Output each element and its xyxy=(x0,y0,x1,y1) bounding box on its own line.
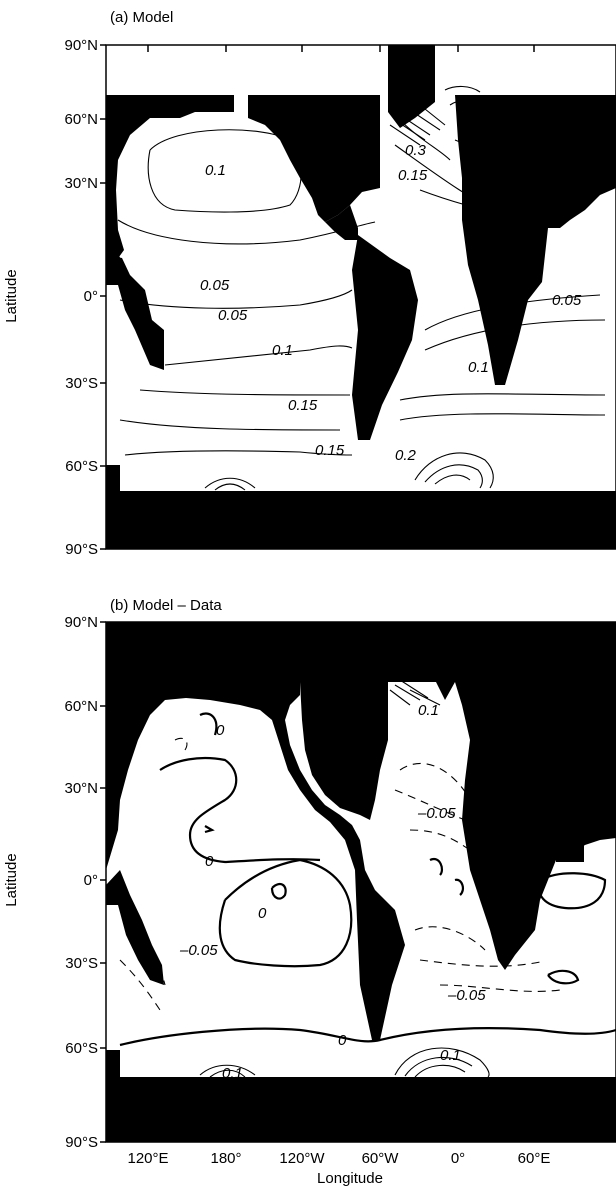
frame-a xyxy=(105,44,616,550)
contour-label: 0 xyxy=(216,722,225,739)
contour-labels-b: 0 0.1 –0.05 0 0 –0.05 –0.05 0 0.1 0.1 xyxy=(179,702,486,1082)
y-tick: 60°N xyxy=(64,111,98,128)
land-mask-a xyxy=(106,45,616,549)
y-tick: 30°S xyxy=(65,955,98,972)
x-tick: 120°W xyxy=(279,1150,325,1167)
y-ticks-b: 90°N 60°N 30°N 0° 30°S 60°S 90°S xyxy=(64,614,98,1151)
land-mask-b xyxy=(106,622,616,1142)
y-tick: 30°N xyxy=(64,175,98,192)
y-axis-label-b: Latitude xyxy=(3,853,20,906)
x-ticks: 120°E 180° 120°W 60°W 0° 60°E xyxy=(127,1150,550,1167)
contour-label: 0.1 xyxy=(205,162,226,179)
x-tick: 120°E xyxy=(127,1150,168,1167)
contour-label: 0.1 xyxy=(468,359,489,376)
y-tick: 60°S xyxy=(65,1040,98,1057)
y-tick: 90°S xyxy=(65,1134,98,1151)
x-tick: 0° xyxy=(451,1150,465,1167)
contour-label: 0.1 xyxy=(222,1065,243,1082)
x-tick: 60°E xyxy=(518,1150,551,1167)
y-tick: 90°S xyxy=(65,541,98,558)
axis-b xyxy=(100,621,535,1143)
y-tick: 60°S xyxy=(65,458,98,475)
y-tick: 60°N xyxy=(64,698,98,715)
contour-label: 0.1 xyxy=(440,1047,461,1064)
contour-label: 0.05 xyxy=(552,292,582,309)
y-tick: 90°N xyxy=(64,614,98,631)
contour-label: 0.3 xyxy=(405,142,427,159)
contours-a xyxy=(117,85,606,491)
contour-label: –0.05 xyxy=(447,987,486,1004)
x-axis-label: Longitude xyxy=(317,1170,383,1187)
contour-label: 0.05 xyxy=(200,277,230,294)
contour-label: 0.05 xyxy=(218,307,248,324)
contour-label: 0.2 xyxy=(395,447,417,464)
contour-label: 0.15 xyxy=(288,397,318,414)
contour-label: –0.05 xyxy=(417,805,456,822)
contour-label: 0.15 xyxy=(398,167,428,184)
contours-b xyxy=(119,679,616,1078)
panel-b-model-minus-data: (b) Model – Data xyxy=(3,597,616,1187)
contour-label: –0.05 xyxy=(179,942,218,959)
contour-label: 0 xyxy=(338,1032,347,1049)
contour-label: 0 xyxy=(205,853,214,870)
x-tick: 60°W xyxy=(362,1150,400,1167)
y-tick: 30°N xyxy=(64,780,98,797)
contour-label: 0 xyxy=(258,905,267,922)
y-tick: 30°S xyxy=(65,375,98,392)
y-tick: 0° xyxy=(84,288,98,305)
y-tick: 90°N xyxy=(64,37,98,54)
axis-a xyxy=(100,44,535,550)
y-tick: 0° xyxy=(84,872,98,889)
x-tick: 180° xyxy=(210,1150,241,1167)
y-axis-label-a: Latitude xyxy=(3,269,20,322)
panel-b-title: (b) Model – Data xyxy=(110,597,222,614)
frame-b xyxy=(105,621,616,1143)
y-ticks-a: 90°N 60°N 30°N 0° 30°S 60°S 90°S xyxy=(64,37,98,558)
panel-a-model: (a) Model xyxy=(3,9,616,558)
contour-labels-a: 0.1 0.3 0.15 0.05 0.05 0.05 0.1 0.1 0.15… xyxy=(200,142,582,464)
contour-label: 0.15 xyxy=(315,442,345,459)
contour-label: 0.1 xyxy=(272,342,293,359)
contour-label: 0.1 xyxy=(418,702,439,719)
panel-a-title: (a) Model xyxy=(110,9,173,26)
